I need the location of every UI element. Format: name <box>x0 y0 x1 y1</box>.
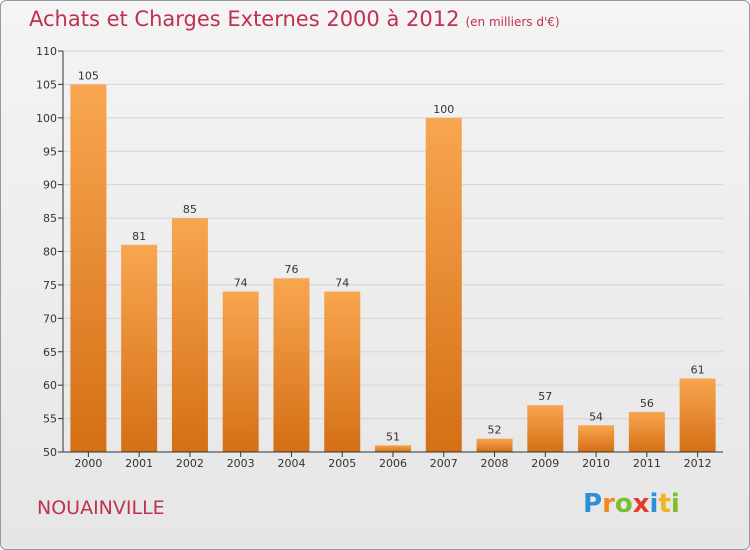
x-tick-label: 2012 <box>684 457 712 470</box>
proxiti-logo: Proxiti <box>583 489 680 519</box>
chart-title: Achats et Charges Externes 2000 à 2012 (e… <box>29 7 560 31</box>
bar <box>425 117 462 452</box>
bar <box>476 438 513 452</box>
logo-letter: P <box>583 489 603 519</box>
x-tick-label: 2001 <box>125 457 153 470</box>
bar-value-label: 74 <box>335 277 349 290</box>
y-tick-label: 70 <box>43 312 57 325</box>
y-tick-label: 100 <box>36 112 57 125</box>
y-tick-label: 85 <box>43 212 57 225</box>
bar <box>578 425 615 452</box>
bar-value-label: 100 <box>433 103 454 116</box>
bar-value-label: 54 <box>589 410 603 423</box>
bar-chart: 50 55 60 65 70 75 80 85 90 95 100 105 110 105 2000 81 20… <box>36 45 723 470</box>
y-tick-label: 95 <box>43 145 57 158</box>
y-tick-label: 60 <box>43 379 57 392</box>
bar-value-label: 81 <box>132 230 146 243</box>
bar-value-label: 57 <box>538 390 552 403</box>
y-tick-label: 80 <box>43 246 57 259</box>
bar-value-label: 56 <box>640 397 654 410</box>
bar <box>171 218 208 452</box>
bar-value-label: 51 <box>386 430 400 443</box>
logo-letter: x <box>632 489 650 519</box>
x-tick-label: 2000 <box>74 457 102 470</box>
bar-value-label: 105 <box>78 69 99 82</box>
y-tick-label: 90 <box>43 179 57 192</box>
y-tick-label: 110 <box>36 45 57 58</box>
x-tick-label: 2007 <box>430 457 458 470</box>
logo-letter: i <box>649 489 659 519</box>
logo-letter: r <box>602 489 615 519</box>
x-tick-label: 2004 <box>277 457 305 470</box>
x-tick-label: 2003 <box>227 457 255 470</box>
title-unit: (en milliers d'€) <box>465 15 560 29</box>
y-tick-label: 75 <box>43 279 57 292</box>
x-tick-label: 2009 <box>531 457 559 470</box>
bar <box>70 84 107 453</box>
logo-letter: o <box>614 489 633 519</box>
bar <box>679 378 716 452</box>
bar <box>324 291 361 452</box>
bar <box>273 278 310 452</box>
bar <box>222 291 259 452</box>
x-tick-label: 2011 <box>633 457 661 470</box>
bar-value-label: 61 <box>691 363 705 376</box>
y-tick-label: 105 <box>36 78 57 91</box>
bar <box>121 244 158 452</box>
x-tick-label: 2005 <box>328 457 356 470</box>
logo-letter: i <box>670 489 680 519</box>
bar-value-label: 52 <box>488 424 502 437</box>
x-tick-label: 2006 <box>379 457 407 470</box>
y-tick-label: 50 <box>43 446 57 459</box>
x-tick-label: 2002 <box>176 457 204 470</box>
bar <box>375 445 411 452</box>
city-name: NOUAINVILLE <box>37 497 165 519</box>
y-tick-label: 65 <box>43 346 57 359</box>
bar <box>527 405 564 452</box>
bar-value-label: 74 <box>234 277 248 290</box>
logo-letter: t <box>658 489 671 519</box>
bar-value-label: 76 <box>284 263 298 276</box>
x-tick-label: 2010 <box>582 457 610 470</box>
bar <box>628 411 665 452</box>
title-text: Achats et Charges Externes 2000 à 2012 <box>29 7 460 31</box>
y-tick-label: 55 <box>43 413 57 426</box>
bar-value-label: 85 <box>183 203 197 216</box>
x-tick-label: 2008 <box>481 457 509 470</box>
